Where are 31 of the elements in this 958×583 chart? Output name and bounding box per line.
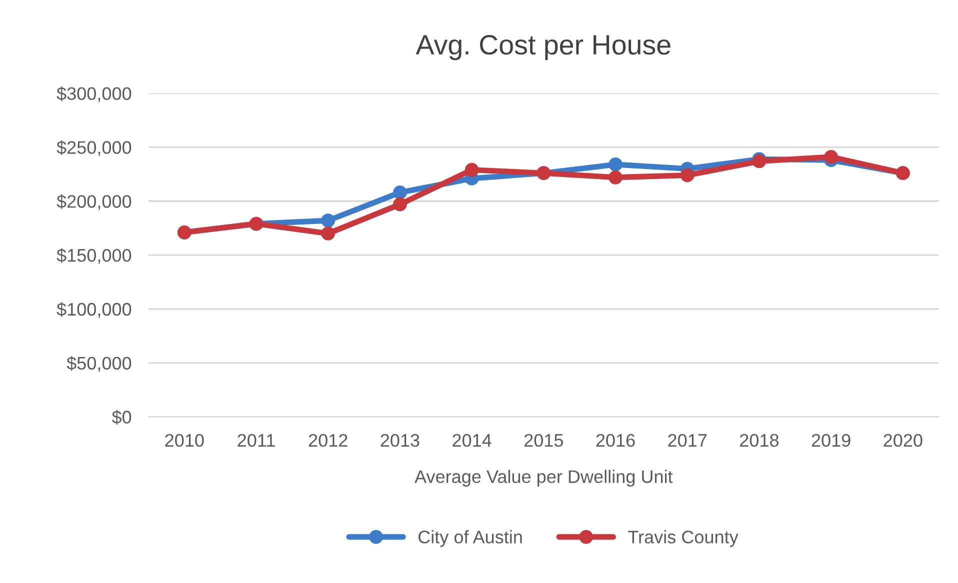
y-tick-label: $50,000 — [66, 356, 132, 372]
x-tick-label: 2013 — [380, 434, 420, 447]
y-tick-label: $100,000 — [56, 302, 132, 318]
x-tick-label: 2019 — [812, 434, 850, 447]
x-tick-label: 2012 — [308, 434, 348, 447]
point — [608, 158, 622, 172]
point — [824, 150, 838, 164]
y-tick-label: $200,000 — [56, 194, 132, 210]
y-tick-label: $250,000 — [56, 140, 132, 156]
point — [321, 226, 336, 240]
point — [393, 186, 407, 200]
y-tick-label: $0 — [112, 410, 132, 425]
point — [680, 168, 694, 182]
y-tick-label: $150,000 — [56, 248, 132, 264]
chart-title: Avg. Cost per House — [416, 34, 670, 60]
point — [608, 170, 622, 184]
legend-label: City of Austin — [418, 530, 522, 547]
x-tick-label: 2018 — [740, 434, 779, 447]
y-tick-label: $300,000 — [56, 86, 132, 102]
x-tick-label: 2020 — [884, 434, 922, 447]
x-tick-label: 2014 — [452, 434, 492, 447]
x-tick-label: 2017 — [668, 434, 707, 447]
x-tick-label: 2011 — [238, 434, 275, 447]
x-tick-label: 2015 — [524, 434, 563, 447]
x-tick-label: 2016 — [596, 434, 635, 447]
point — [464, 162, 479, 177]
legend-label: Travis County — [628, 530, 738, 547]
point — [393, 197, 407, 212]
x-axis-title: Average Value per Dwelling Unit — [414, 470, 673, 487]
point — [321, 214, 336, 228]
x-tick-label: 2010 — [165, 434, 204, 447]
